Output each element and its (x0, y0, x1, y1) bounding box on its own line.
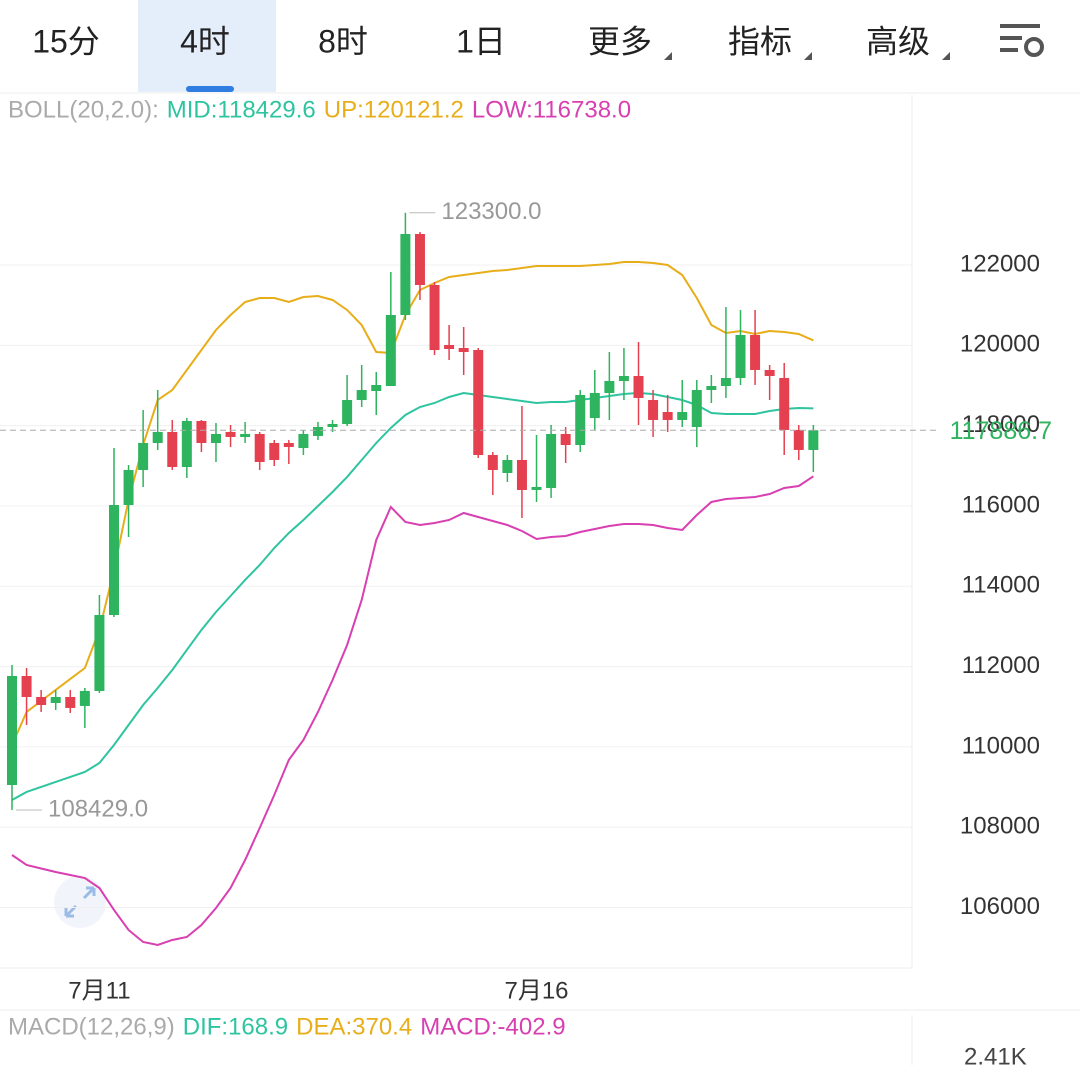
candle-body (458, 348, 469, 352)
candle-body (589, 392, 600, 419)
tab[interactable]: 更多 (588, 23, 652, 59)
candle-body (516, 459, 527, 490)
extreme-label: 123300.0 (441, 198, 541, 225)
candle-body (720, 378, 731, 386)
candle-body (356, 390, 367, 401)
tab[interactable]: 1日 (456, 23, 506, 59)
tab[interactable]: 15分 (32, 23, 100, 59)
macd-axis-label: 2.41K (964, 1043, 1027, 1065)
candle-body (633, 376, 644, 398)
indicator-label: MID:118429.6 (167, 96, 316, 123)
candle-body (779, 378, 790, 430)
candle-body (604, 380, 615, 393)
candle-body (36, 696, 47, 705)
candle-body (196, 420, 207, 443)
candle-body (312, 427, 323, 436)
tab[interactable]: 指标 (728, 23, 792, 59)
candle-body (167, 431, 178, 468)
tab[interactable]: 4时 (180, 23, 230, 59)
candle-body (108, 504, 119, 615)
tab-selected-bg (138, 0, 276, 92)
y-tick-label: 116000 (962, 491, 1040, 518)
expand-icon[interactable] (54, 876, 106, 928)
tab[interactable]: 高级 (866, 23, 930, 59)
candle-body (793, 429, 804, 450)
candle-body (560, 433, 571, 445)
candle-body (225, 431, 236, 438)
candle-body (240, 433, 251, 438)
candle-body (750, 334, 761, 370)
indicator-label: MACD:-402.9 (420, 1013, 565, 1040)
current-price-label: 117886.7 (950, 417, 1052, 445)
tab[interactable]: 8时 (318, 23, 368, 59)
candle-body (298, 433, 309, 449)
candle-body (210, 433, 221, 443)
indicator-label: DEA:370.4 (296, 1013, 412, 1040)
candle-body (487, 454, 498, 470)
candle-body (502, 459, 513, 473)
indicator-label: MACD(12,26,9) (8, 1013, 175, 1040)
candle-body (7, 675, 17, 785)
tab-caret (942, 52, 950, 60)
candle-body (254, 433, 265, 462)
candle-body (21, 675, 32, 697)
candle-body (808, 430, 819, 450)
y-tick-label: 112000 (962, 652, 1040, 679)
candle-body (429, 284, 440, 351)
candle-body (94, 614, 105, 691)
x-tick-label: 7月16 (504, 977, 568, 1004)
candle-body (65, 696, 76, 708)
candle-body (648, 400, 659, 420)
x-tick-label: 7月11 (68, 977, 130, 1004)
candle-body (181, 420, 192, 468)
y-tick-label: 120000 (960, 331, 1040, 358)
y-tick-label: 118000 (962, 411, 1040, 438)
candle-body (546, 433, 557, 488)
candle-body (444, 344, 455, 350)
candle-body (371, 384, 382, 392)
y-tick-label: 122000 (960, 250, 1040, 277)
indicator-label: BOLL(20,2.0): (8, 96, 159, 123)
candle-body (283, 442, 294, 448)
candle-body (575, 394, 586, 445)
candle-body (50, 696, 61, 703)
candle-body (138, 442, 149, 470)
candle-body (152, 431, 163, 443)
candle-body (79, 690, 90, 706)
candle-body (327, 423, 338, 428)
indicator-label: LOW:116738.0 (472, 96, 631, 123)
extreme-label: 108429.0 (48, 795, 148, 822)
y-tick-label: 110000 (962, 732, 1040, 759)
y-tick-label: 114000 (962, 572, 1040, 599)
candle-body (400, 233, 411, 315)
candle-body (269, 442, 280, 460)
y-tick-label: 108000 (960, 813, 1040, 840)
tab-indicator (186, 86, 234, 92)
candle-body (123, 469, 134, 505)
candle-body (385, 314, 396, 386)
boll-line (11, 475, 814, 947)
y-tick-label: 106000 (960, 893, 1040, 920)
candle-body (706, 386, 717, 391)
candle-body (473, 350, 484, 455)
boll-line (11, 391, 814, 801)
indicator-label: UP:120121.2 (324, 96, 464, 123)
candle-body (414, 233, 425, 285)
candle-body (764, 369, 775, 377)
candle-body (691, 390, 702, 428)
tab-caret (664, 52, 672, 60)
tab-caret (804, 52, 812, 60)
boll-line (11, 260, 814, 746)
indicator-label: DIF:168.9 (183, 1013, 288, 1040)
settings-icon[interactable] (1000, 24, 1044, 57)
candle-body (618, 376, 629, 381)
candle-body (735, 334, 746, 379)
candle-body (677, 411, 688, 420)
candle-body (531, 486, 542, 490)
candle-body (342, 400, 353, 424)
candle-body (662, 411, 673, 420)
